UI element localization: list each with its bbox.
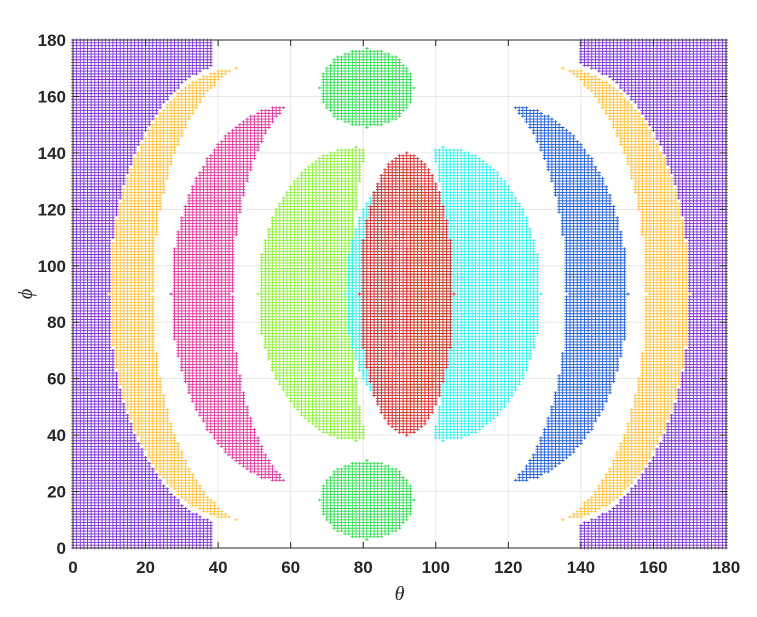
data-region bbox=[169, 106, 413, 482]
x-axis-label: θ bbox=[395, 583, 405, 605]
y-tick-label: 100 bbox=[38, 257, 66, 276]
x-tick-label: 120 bbox=[494, 558, 522, 577]
data-region bbox=[317, 459, 416, 541]
data-region bbox=[560, 66, 692, 522]
y-tick-label: 180 bbox=[38, 31, 66, 50]
data-region bbox=[317, 47, 416, 129]
data-region bbox=[107, 66, 239, 522]
data-region bbox=[357, 151, 456, 437]
y-tick-label: 20 bbox=[47, 483, 66, 502]
x-tick-label: 60 bbox=[281, 558, 300, 577]
x-tick-label: 40 bbox=[209, 558, 228, 577]
x-tick-label: 140 bbox=[567, 558, 595, 577]
y-tick-label: 140 bbox=[38, 144, 66, 163]
y-tick-label: 60 bbox=[47, 370, 66, 389]
y-tick-label: 0 bbox=[57, 539, 66, 558]
y-tick-label: 40 bbox=[47, 426, 66, 445]
axes bbox=[72, 39, 727, 549]
y-tick-label: 120 bbox=[38, 200, 66, 219]
axes-box bbox=[72, 39, 727, 549]
x-tick-label: 80 bbox=[354, 558, 373, 577]
tick-labels: 0 20 40 60 80 100 120 140 160 180 0 20 40 60 80 100 120 1… bbox=[38, 31, 741, 577]
y-axis-label: ϕ bbox=[15, 289, 37, 299]
y-tick-label: 80 bbox=[47, 313, 66, 332]
x-tick-label: 0 bbox=[68, 558, 77, 577]
x-tick-label: 20 bbox=[136, 558, 155, 577]
x-tick-label: 180 bbox=[712, 558, 740, 577]
x-tick-label: 100 bbox=[422, 558, 450, 577]
x-tick-label: 160 bbox=[639, 558, 667, 577]
y-tick-label: 160 bbox=[38, 87, 66, 106]
